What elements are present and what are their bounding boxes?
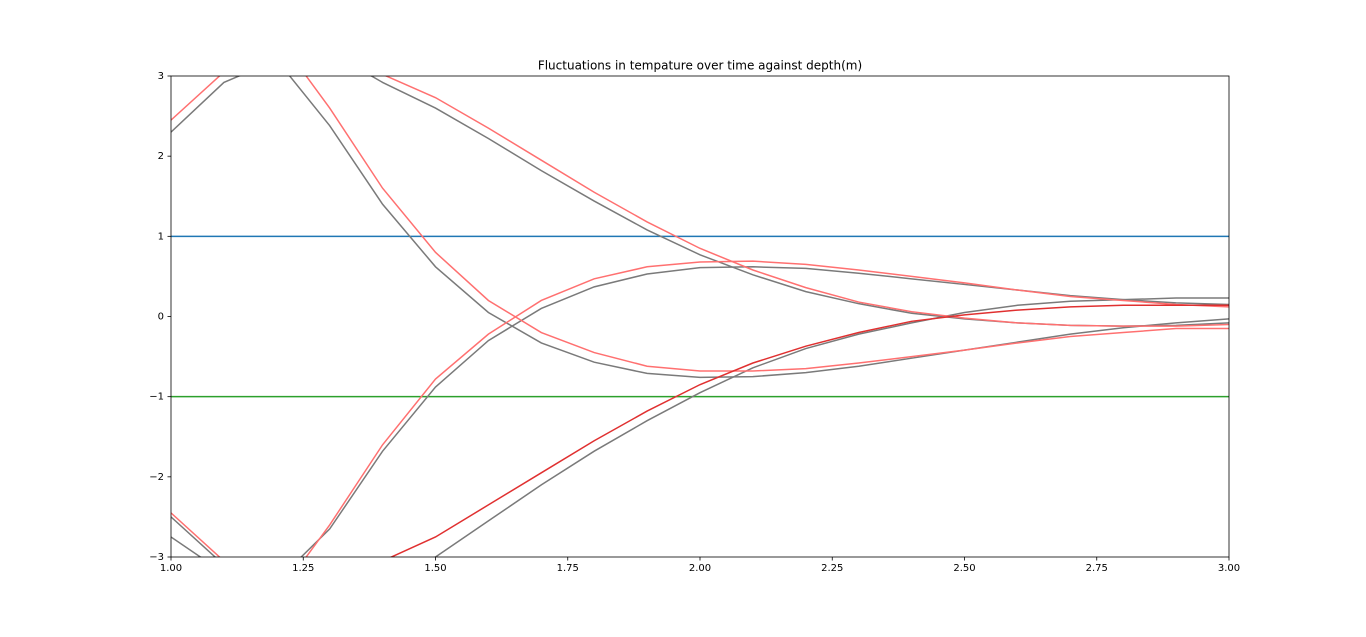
x-tick-label: 1.25 — [292, 563, 314, 574]
plot-area — [171, 76, 1229, 557]
y-tick-label: −3 — [149, 552, 164, 563]
y-tick-label: −1 — [149, 392, 164, 403]
x-tick-label: 2.50 — [953, 563, 975, 574]
x-tick-label: 1.50 — [424, 563, 446, 574]
data-line — [171, 297, 1229, 557]
data-line — [384, 76, 1229, 327]
y-tick-label: 3 — [158, 71, 164, 82]
x-tick-label: 3.00 — [1218, 563, 1240, 574]
x-tick-label: 1.75 — [557, 563, 579, 574]
y-tick-label: −2 — [149, 472, 164, 483]
y-tick-label: 1 — [158, 231, 164, 242]
data-line — [171, 76, 1229, 379]
data-line — [171, 260, 1229, 557]
x-tick-label: 2.00 — [689, 563, 711, 574]
x-tick-label: 2.75 — [1086, 563, 1108, 574]
data-line — [389, 304, 1229, 557]
data-line — [171, 266, 1229, 557]
x-tick-label: 1.00 — [160, 563, 182, 574]
chart-title: Fluctuations in tempature over time agai… — [538, 59, 862, 73]
y-tick-label: 2 — [158, 151, 164, 162]
y-tick-label: 0 — [158, 312, 164, 323]
data-line — [369, 76, 1229, 327]
x-tick-label: 2.25 — [821, 563, 843, 574]
axes-frame — [170, 75, 1230, 558]
data-line — [171, 76, 1229, 372]
